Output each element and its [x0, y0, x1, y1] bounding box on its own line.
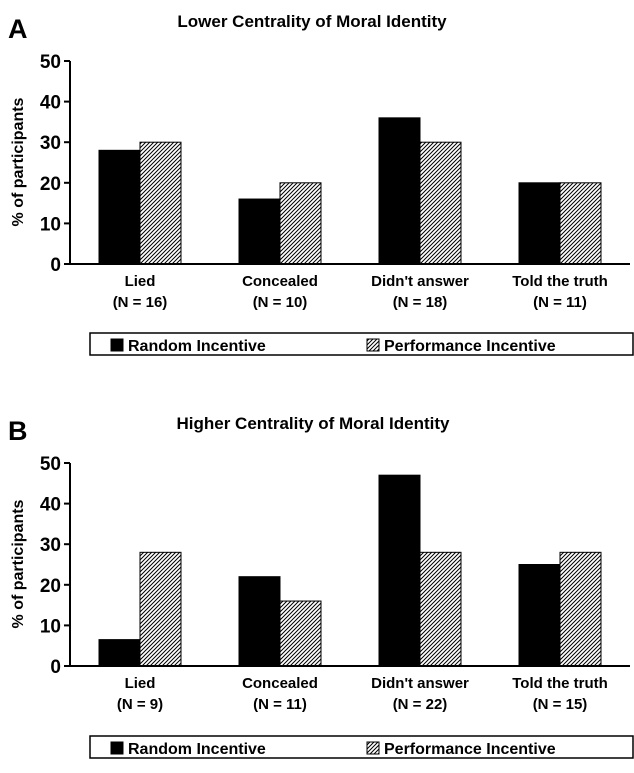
- bar-random: [98, 149, 141, 265]
- panel-b-y-axis-label: % of participants: [10, 499, 27, 628]
- legend-swatch: [110, 338, 124, 352]
- legend-label: Performance Incentive: [384, 338, 556, 355]
- y-tick-label: 0: [50, 255, 61, 276]
- y-tick-label: 20: [40, 576, 61, 597]
- legend-label: Random Incentive: [128, 338, 266, 355]
- legend-swatch: [366, 741, 380, 755]
- category-n-label: (N = 10): [253, 294, 308, 311]
- panel-b-title: Higher Centrality of Moral Identity: [177, 414, 451, 433]
- bar-performance: [139, 551, 182, 667]
- category-label: Lied: [125, 675, 156, 692]
- y-tick-label: 50: [40, 52, 61, 73]
- legend-box: [89, 735, 634, 759]
- bar-performance: [559, 182, 602, 265]
- panel-b: B Higher Centrality of Moral Identity % …: [8, 414, 634, 759]
- panel-a-legend: Random Incentive Performance Incentive: [89, 332, 634, 356]
- y-tick-label: 30: [40, 535, 61, 556]
- y-tick-label: 40: [40, 495, 61, 516]
- category-n-label: (N = 15): [533, 696, 588, 713]
- bar-performance: [139, 141, 182, 265]
- y-tick-label: 0: [50, 657, 61, 678]
- category-n-label: (N = 9): [117, 696, 163, 713]
- category-label: Lied: [125, 273, 156, 290]
- bar-performance: [559, 551, 602, 667]
- legend-swatch: [110, 741, 124, 755]
- panel-a-y-axis-label: % of participants: [10, 97, 27, 226]
- bar-random: [238, 576, 281, 667]
- bar-random: [518, 182, 561, 265]
- bar-performance: [279, 600, 322, 667]
- category-label: Concealed: [242, 675, 318, 692]
- panel-a-title: Lower Centrality of Moral Identity: [177, 12, 447, 31]
- category-label: Concealed: [242, 273, 318, 290]
- legend-swatch: [366, 338, 380, 352]
- panel-b-category-labels: Lied (N = 9) Concealed (N = 11) Didn't answe…: [117, 675, 608, 713]
- y-tick-label: 30: [40, 133, 61, 154]
- bar-performance: [279, 182, 322, 265]
- panel-a-y-ticks: 0 10 20 30 40 50: [40, 52, 70, 276]
- panel-b-bars: [98, 474, 602, 667]
- category-n-label: (N = 11): [253, 696, 307, 713]
- panel-a: A Lower Centrality of Moral Identity % o…: [8, 12, 634, 356]
- category-label: Didn't answer: [371, 273, 469, 290]
- y-tick-label: 20: [40, 174, 61, 195]
- panel-b-letter: B: [8, 416, 28, 446]
- category-label: Told the truth: [512, 273, 608, 290]
- panel-a-bars: [98, 117, 602, 265]
- legend-label: Performance Incentive: [384, 741, 556, 758]
- bar-performance: [419, 551, 462, 667]
- panel-a-letter: A: [8, 14, 28, 44]
- bar-random: [378, 474, 421, 667]
- category-label: Told the truth: [512, 675, 608, 692]
- category-n-label: (N = 22): [393, 696, 448, 713]
- category-n-label: (N = 16): [113, 294, 168, 311]
- bar-random: [378, 117, 421, 265]
- panel-b-y-ticks: 0 10 20 30 40 50: [40, 454, 70, 678]
- panel-a-category-labels: Lied (N = 16) Concealed (N = 10) Didn't answ…: [113, 273, 608, 311]
- y-tick-label: 10: [40, 616, 61, 637]
- bar-random: [518, 564, 561, 667]
- legend-label: Random Incentive: [128, 741, 266, 758]
- category-label: Didn't answer: [371, 675, 469, 692]
- y-tick-label: 50: [40, 454, 61, 475]
- category-n-label: (N = 18): [393, 294, 448, 311]
- bar-performance: [419, 141, 462, 265]
- panel-b-legend: Random Incentive Performance Incentive: [89, 735, 634, 759]
- y-tick-label: 10: [40, 214, 61, 235]
- bar-random: [98, 639, 141, 667]
- y-tick-label: 40: [40, 93, 61, 114]
- legend-box: [89, 332, 634, 356]
- category-n-label: (N = 11): [533, 294, 587, 311]
- bar-random: [238, 198, 281, 265]
